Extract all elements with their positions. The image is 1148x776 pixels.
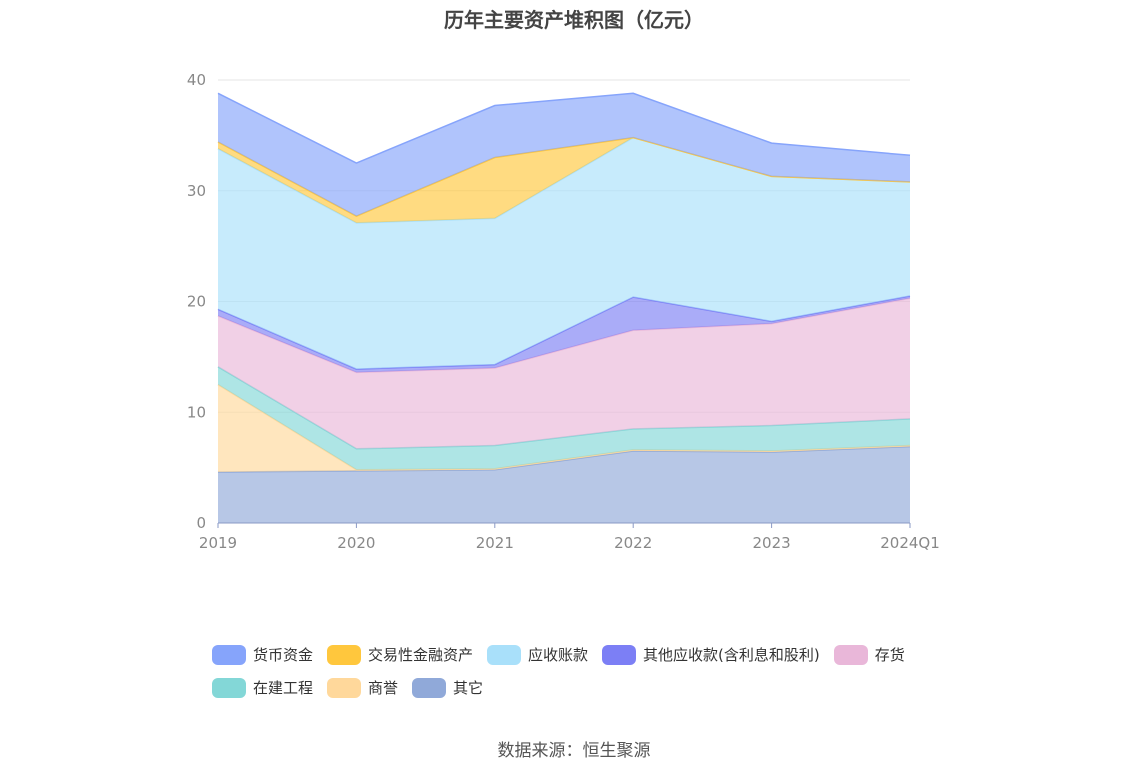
stacked-area-chart: 0 10 20 30 40 2019 2020 2021 2022 2023 2024Q1: [187, 71, 940, 552]
legend-swatch: [327, 644, 362, 665]
legend-label: 交易性金融资产: [368, 646, 474, 664]
legend-item[interactable]: 应收账款: [487, 644, 588, 665]
area-series-0: [218, 446, 910, 523]
x-tick-label: 2022: [614, 534, 652, 552]
legend: 货币资金 交易性金融资产 应收账款 其他应收款(含利息和股利) 存货 在建工程 商誉 其它: [212, 638, 972, 704]
axes: 0 10 20 30 40 2019 2020 2021 2022 2023 2024Q1: [187, 71, 940, 552]
area-series-3: [218, 298, 910, 449]
legend-swatch: [602, 644, 637, 665]
area-series: [217, 92, 911, 523]
area-series-2: [218, 366, 910, 470]
legend-item[interactable]: 存货: [833, 644, 905, 665]
y-tick-label: 0: [196, 514, 206, 532]
x-tick-label: 2019: [199, 534, 237, 552]
legend-swatch: [327, 677, 362, 698]
legend-swatch: [412, 677, 447, 698]
area-series-1: [218, 384, 910, 473]
legend-label: 货币资金: [253, 646, 314, 664]
x-tick-label: 2020: [337, 534, 375, 552]
legend-label: 存货: [874, 646, 905, 664]
area-series-4: [218, 296, 910, 373]
legend-label: 商誉: [368, 679, 399, 697]
legend-label: 其他应收款(含利息和股利): [643, 646, 820, 664]
legend-swatch: [487, 644, 522, 665]
legend-item[interactable]: 货币资金: [212, 644, 313, 665]
legend-item[interactable]: 其它: [412, 677, 483, 698]
y-tick-label: 20: [187, 293, 206, 311]
data-source: 数据来源：恒生聚源: [497, 741, 651, 761]
y-tick-label: 10: [187, 403, 206, 421]
legend-label: 应收账款: [528, 646, 589, 664]
legend-label: 其它: [453, 679, 484, 697]
area-series-7: [218, 93, 910, 217]
legend-item[interactable]: 商誉: [327, 677, 398, 698]
y-tick-label: 30: [187, 182, 206, 200]
legend-swatch: [212, 644, 246, 665]
legend-item[interactable]: 交易性金融资产: [327, 644, 473, 665]
area-series-edge-7: [217, 92, 911, 164]
legend-item[interactable]: 其他应收款(含利息和股利): [602, 644, 820, 665]
x-tick-label: 2023: [753, 534, 791, 552]
chart-title: 历年主要资产堆积图（亿元）: [444, 8, 704, 32]
legend-row: 货币资金 交易性金融资产 应收账款 其他应收款(含利息和股利) 存货: [212, 638, 972, 671]
legend-swatch: [833, 644, 868, 665]
y-tick-label: 40: [187, 71, 206, 89]
legend-swatch: [212, 677, 246, 698]
legend-item[interactable]: 在建工程: [212, 677, 313, 698]
x-tick-label: 2024Q1: [880, 534, 940, 552]
legend-row: 在建工程 商誉 其它: [212, 671, 972, 704]
x-tick-label: 2021: [476, 534, 514, 552]
legend-label: 在建工程: [253, 679, 314, 697]
area-series-5: [218, 137, 910, 370]
